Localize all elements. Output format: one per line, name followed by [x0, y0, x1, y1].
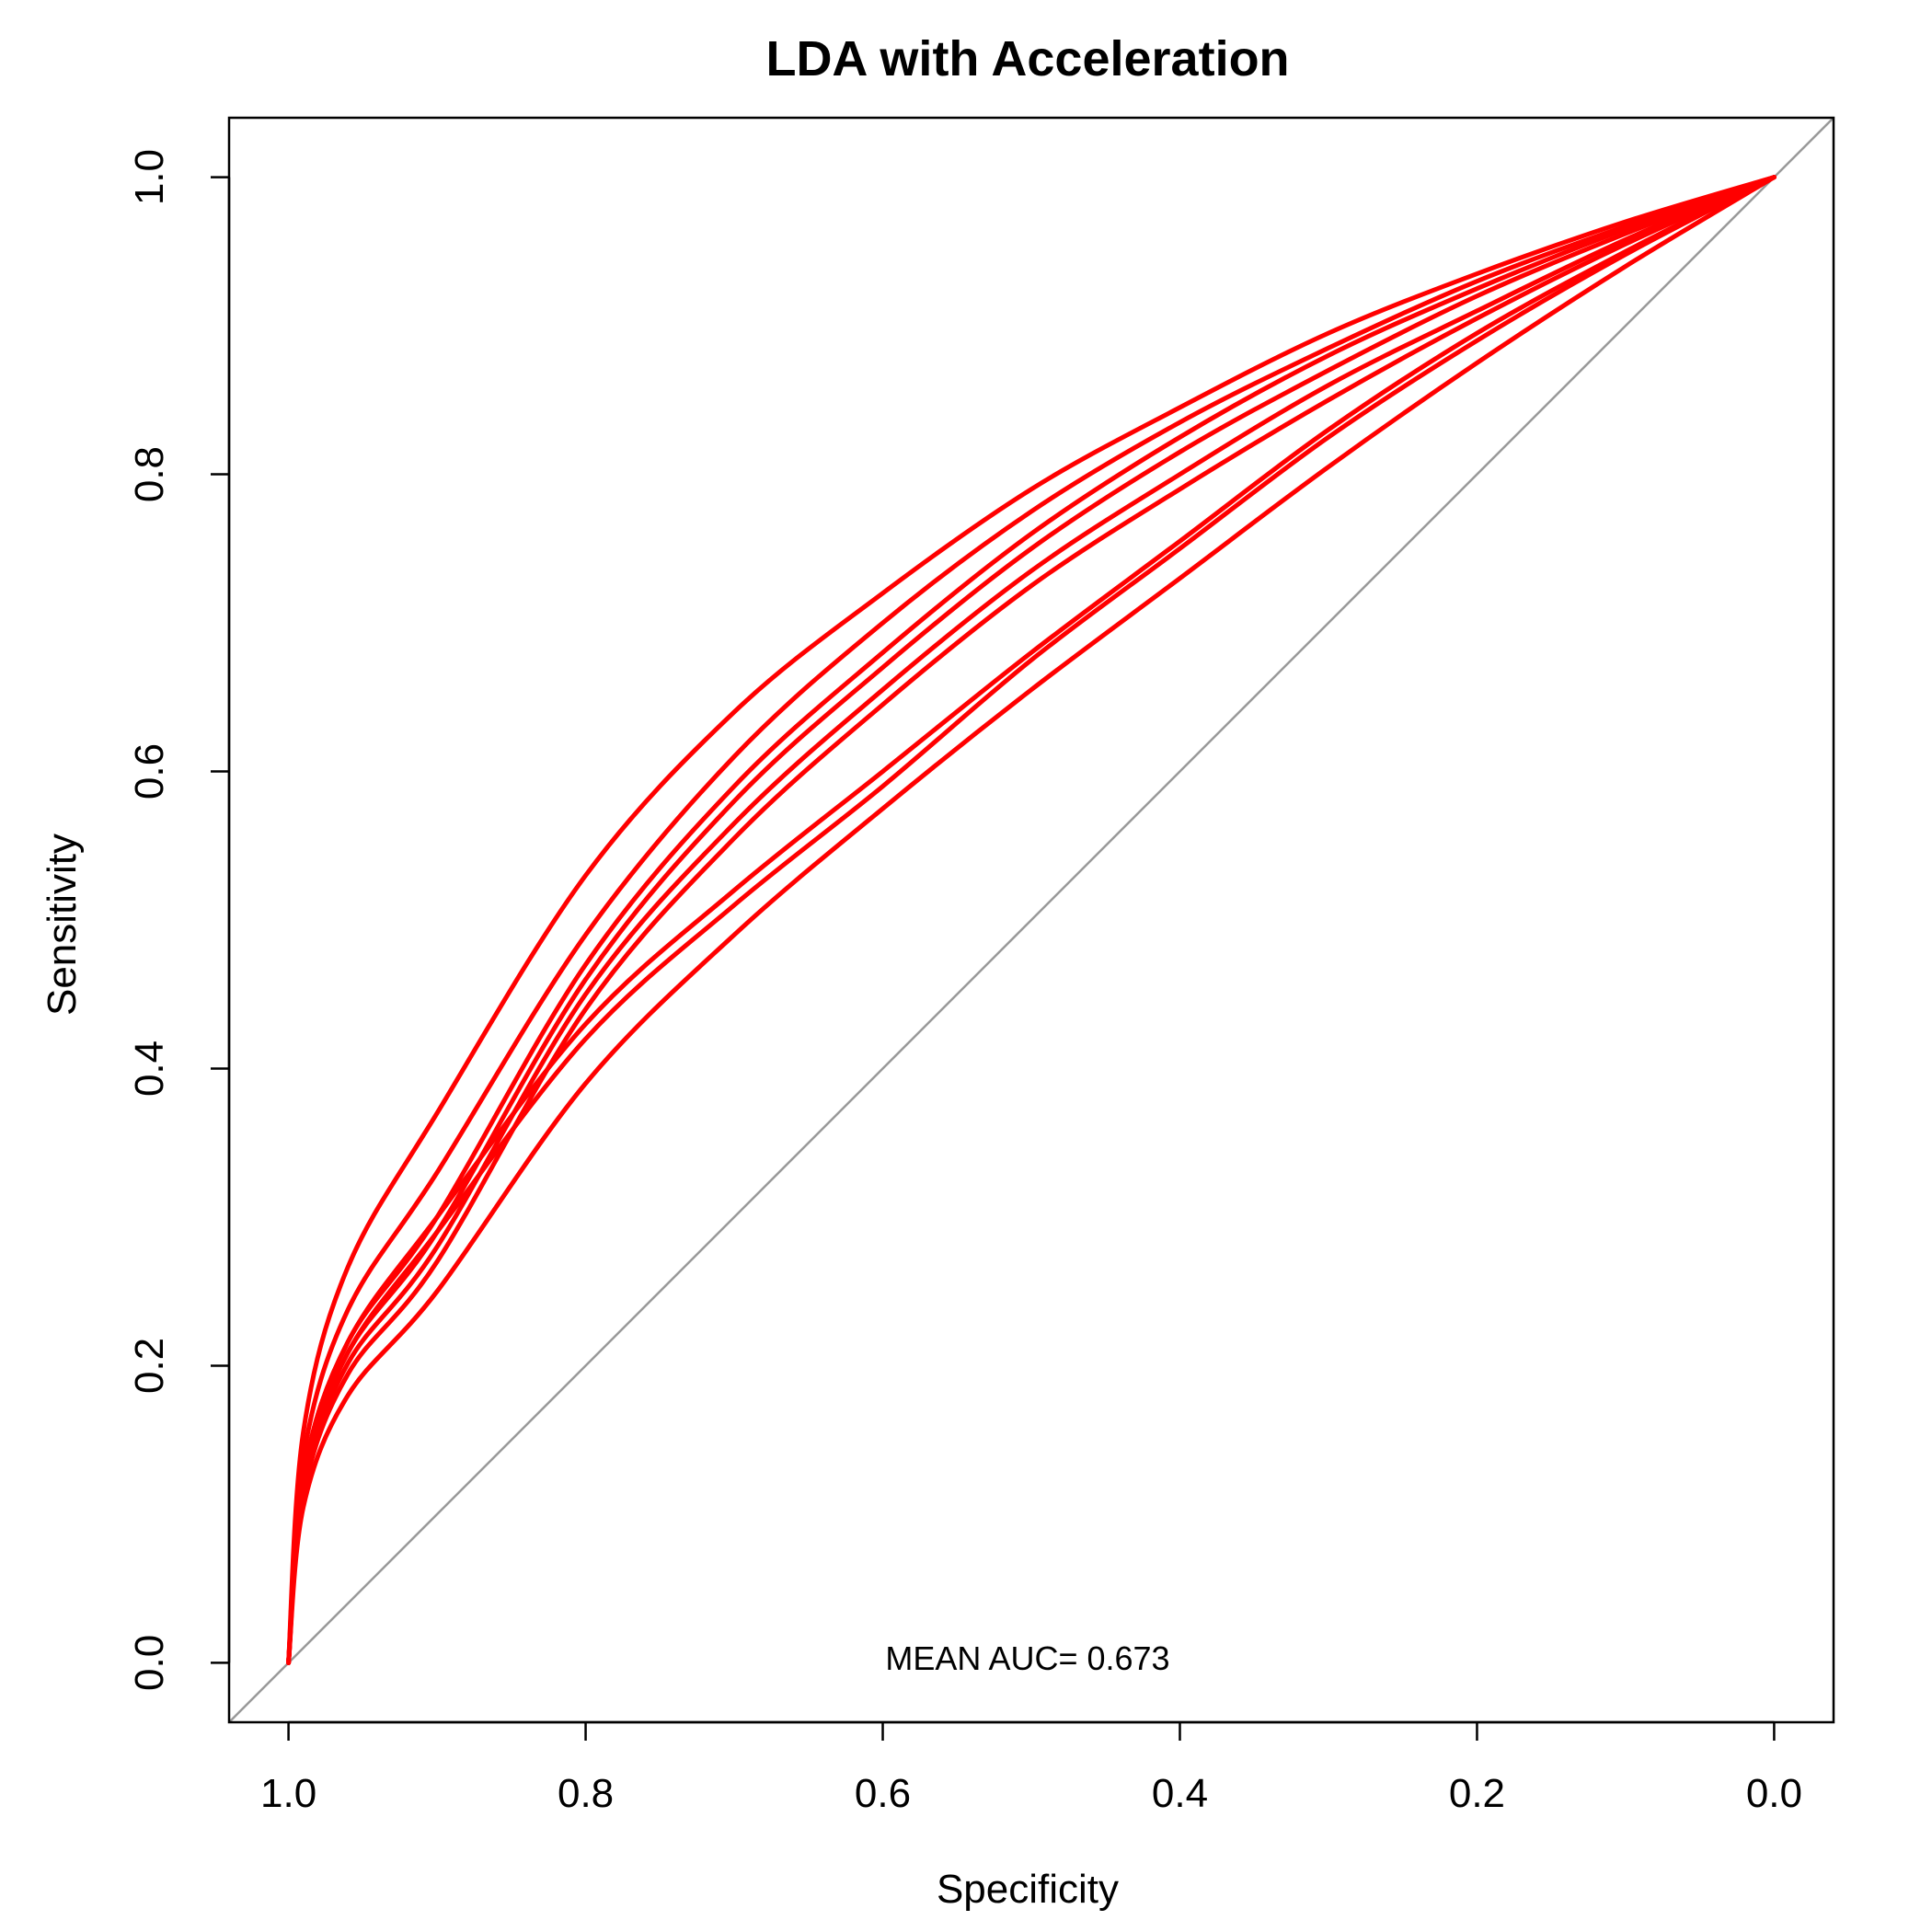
y-tick-label: 0.2	[127, 1338, 172, 1394]
y-tick-label: 0.8	[127, 446, 172, 502]
x-tick-label: 0.6	[855, 1771, 911, 1816]
roc-curve-6	[286, 175, 1777, 1665]
y-tick-label: 0.4	[127, 1041, 172, 1097]
x-tick-label: 0.2	[1449, 1771, 1505, 1816]
y-tick-label: 0.6	[127, 743, 172, 799]
chart-title: LDA with Acceleration	[765, 31, 1289, 86]
roc-curve-9	[286, 175, 1777, 1665]
y-tick-label: 1.0	[127, 149, 172, 205]
y-axis-label: Sensitivity	[40, 834, 85, 1016]
roc-curve-1	[286, 175, 1777, 1665]
roc-curve-8	[286, 175, 1777, 1665]
reference-diagonal-line	[229, 118, 1834, 1722]
x-tick-label: 1.0	[260, 1771, 316, 1816]
x-tick-label: 0.4	[1152, 1771, 1208, 1816]
y-tick-label: 0.0	[127, 1635, 172, 1691]
roc-curve-7	[286, 175, 1777, 1665]
x-tick-label: 0.0	[1746, 1771, 1802, 1816]
roc-curve-5	[286, 175, 1777, 1665]
roc-curve-2	[286, 175, 1777, 1665]
plot-frame	[227, 116, 1835, 1724]
auc-annotation: MEAN AUC= 0.673	[885, 1639, 1169, 1677]
x-axis-label: Specificity	[937, 1867, 1119, 1912]
x-tick-label: 0.8	[558, 1771, 614, 1816]
